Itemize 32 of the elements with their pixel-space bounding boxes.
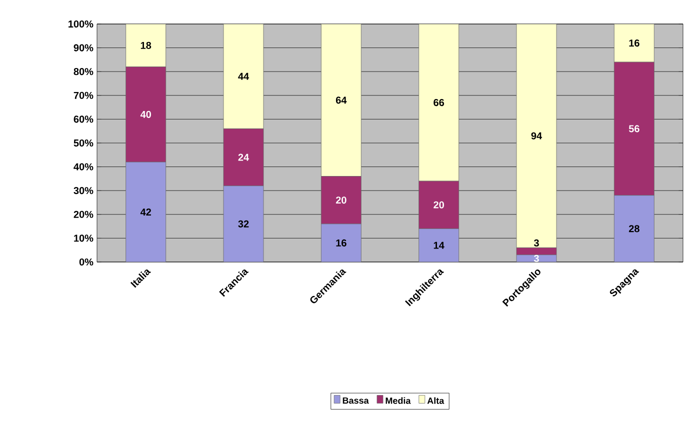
data-label: 14: [434, 242, 444, 249]
y-tick-label: 20%: [74, 210, 94, 218]
y-tick-label: 70%: [74, 92, 94, 99]
y-tick-label: 80%: [74, 68, 94, 76]
data-label: 3: [534, 239, 539, 247]
data-label: 56: [628, 125, 640, 132]
data-label: 66: [434, 98, 444, 106]
y-tick-label: 10%: [74, 234, 94, 242]
legend-label: Alta: [427, 397, 444, 404]
legend-label: Media: [386, 397, 411, 404]
data-label: 64: [336, 96, 347, 104]
legend-label: Bassa: [342, 397, 369, 404]
data-label: 42: [140, 208, 151, 216]
data-label: 28: [628, 225, 640, 232]
data-label: 20: [434, 201, 444, 208]
y-tick-label: 40%: [74, 163, 94, 170]
y-tick-label: 0%: [79, 258, 94, 266]
data-label: 18: [140, 42, 152, 49]
data-label: 40: [140, 110, 151, 118]
data-label: 24: [238, 154, 250, 161]
data-label: 32: [238, 220, 249, 228]
data-label: 3: [534, 254, 539, 262]
data-label: 94: [531, 132, 542, 140]
data-label: 20: [336, 196, 346, 204]
y-tick-label: 90%: [74, 44, 94, 52]
y-tick-label: 60%: [74, 116, 94, 123]
y-tick-label: 100%: [68, 20, 94, 28]
data-label: 44: [238, 72, 250, 80]
data-label: 16: [336, 239, 346, 246]
y-tick-label: 30%: [74, 187, 94, 194]
data-label: 16: [629, 39, 640, 47]
y-tick-label: 50%: [74, 139, 94, 147]
